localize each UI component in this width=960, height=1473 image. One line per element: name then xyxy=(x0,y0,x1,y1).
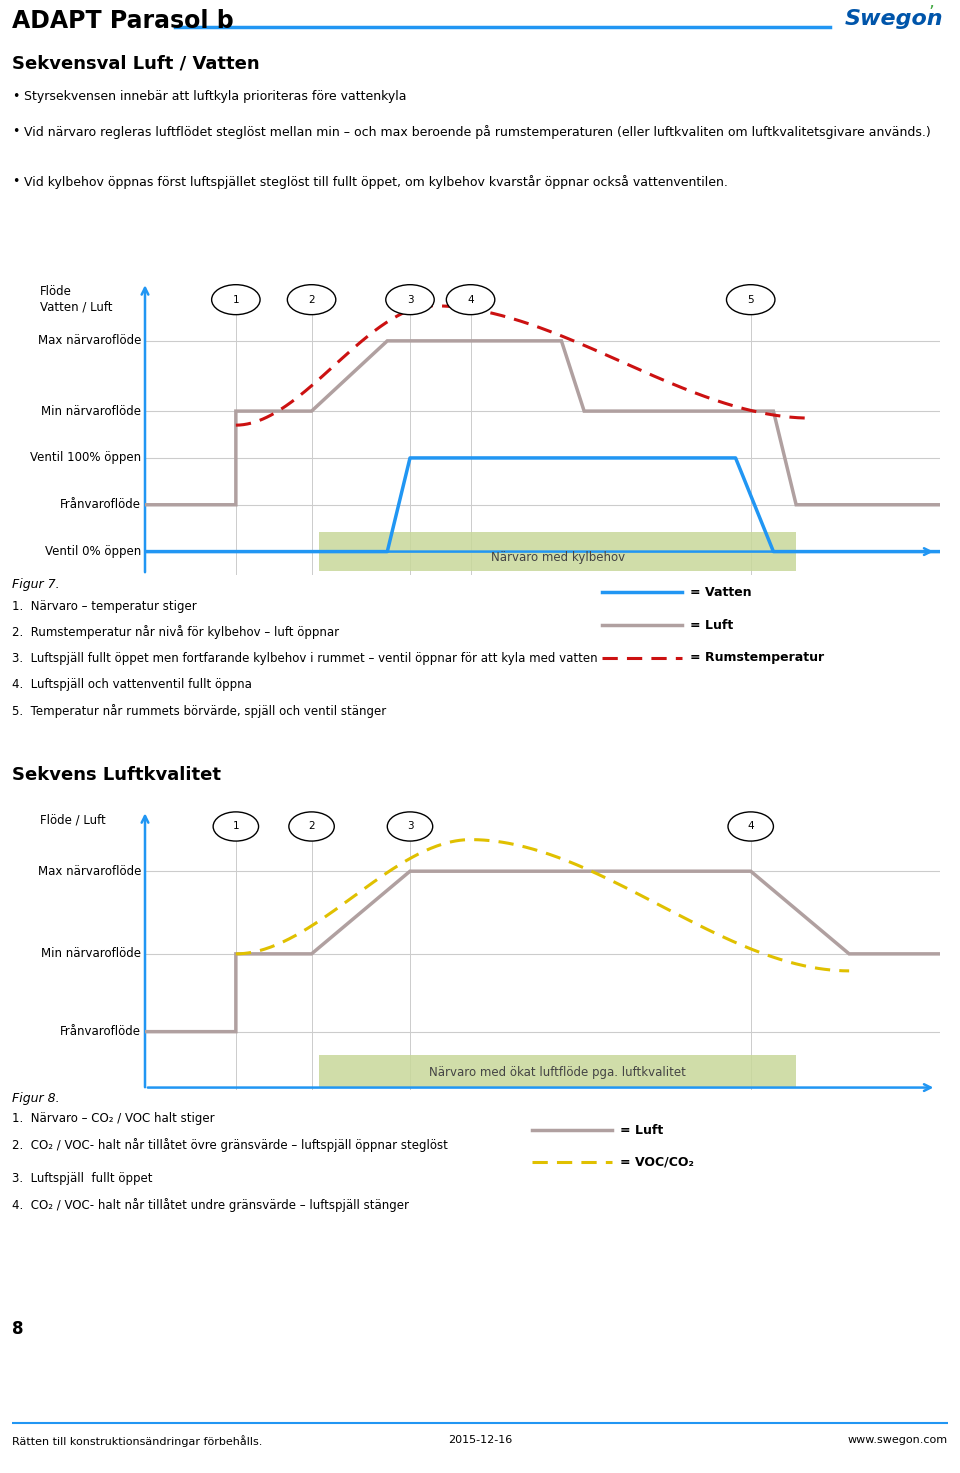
Text: 3: 3 xyxy=(407,822,414,831)
Text: 2: 2 xyxy=(308,295,315,305)
Text: Ventil 0% öppen: Ventil 0% öppen xyxy=(45,545,141,558)
Text: Max närvaroflöde: Max närvaroflöde xyxy=(37,865,141,878)
Text: Figur 7.: Figur 7. xyxy=(12,577,60,591)
Text: 4.  Luftspjäll och vattenventil fullt öppna: 4. Luftspjäll och vattenventil fullt öpp… xyxy=(12,678,252,691)
Text: = Luft: = Luft xyxy=(690,619,733,632)
Text: Rätten till konstruktionsändringar förbehålls.: Rätten till konstruktionsändringar förbe… xyxy=(12,1435,262,1446)
Text: www.swegon.com: www.swegon.com xyxy=(848,1435,948,1445)
Text: 4: 4 xyxy=(748,822,754,831)
Text: Sekvensval Luft / Vatten: Sekvensval Luft / Vatten xyxy=(12,55,259,74)
Text: Sekvens Luftkvalitet: Sekvens Luftkvalitet xyxy=(12,766,221,784)
Text: 1: 1 xyxy=(232,295,239,305)
Text: 2015-12-16: 2015-12-16 xyxy=(448,1435,512,1445)
Circle shape xyxy=(386,284,434,315)
Circle shape xyxy=(289,812,334,841)
Text: Min närvaroflöde: Min närvaroflöde xyxy=(41,405,141,418)
Text: Swegon: Swegon xyxy=(845,9,944,29)
Circle shape xyxy=(287,284,336,315)
Text: Min närvaroflöde: Min närvaroflöde xyxy=(41,947,141,960)
Text: 2.  Rumstemperatur når nivå för kylbehov – luft öppnar: 2. Rumstemperatur når nivå för kylbehov … xyxy=(12,625,339,639)
Text: Ventil 100% öppen: Ventil 100% öppen xyxy=(30,451,141,464)
Text: = Luft: = Luft xyxy=(620,1124,663,1137)
Text: Flöde / Luft: Flöde / Luft xyxy=(40,813,106,826)
Text: Frånvaroflöde: Frånvaroflöde xyxy=(60,498,141,511)
Bar xyxy=(319,1055,796,1087)
Text: 1.  Närvaro – temperatur stiger: 1. Närvaro – temperatur stiger xyxy=(12,600,197,613)
Text: 3.  Luftspjäll fullt öppet men fortfarande kylbehov i rummet – ventil öppnar för: 3. Luftspjäll fullt öppet men fortfarand… xyxy=(12,653,598,664)
Text: Styrsekvensen innebär att luftkyla prioriteras före vattenkyla: Styrsekvensen innebär att luftkyla prior… xyxy=(24,90,406,103)
Bar xyxy=(319,532,796,572)
Text: 5.  Temperatur når rummets börvärde, spjäll och ventil stänger: 5. Temperatur når rummets börvärde, spjä… xyxy=(12,704,386,717)
Text: 3.  Luftspjäll  fullt öppet: 3. Luftspjäll fullt öppet xyxy=(12,1173,153,1184)
Circle shape xyxy=(387,812,433,841)
Text: ADAPT Parasol b: ADAPT Parasol b xyxy=(12,9,233,32)
Text: 2: 2 xyxy=(308,822,315,831)
Text: 4: 4 xyxy=(468,295,474,305)
Text: 5: 5 xyxy=(748,295,754,305)
Text: Frånvaroflöde: Frånvaroflöde xyxy=(60,1025,141,1038)
Circle shape xyxy=(211,284,260,315)
Text: Vid närvaro regleras luftflödet steglöst mellan min – och max beroende på rumste: Vid närvaro regleras luftflödet steglöst… xyxy=(24,125,931,138)
Text: = Rumstemperatur: = Rumstemperatur xyxy=(690,651,824,664)
Text: Vid kylbehov öppnas först luftspjället steglöst till fullt öppet, om kylbehov kv: Vid kylbehov öppnas först luftspjället s… xyxy=(24,175,728,189)
Text: Närvaro med ökat luftflöde pga. luftkvalitet: Närvaro med ökat luftflöde pga. luftkval… xyxy=(429,1066,686,1080)
Circle shape xyxy=(446,284,494,315)
Text: Närvaro med kylbehov: Närvaro med kylbehov xyxy=(491,551,625,564)
Text: ’: ’ xyxy=(928,4,934,22)
Text: 2.  CO₂ / VOC- halt når tillåtet övre gränsvärde – luftspjäll öppnar steglöst: 2. CO₂ / VOC- halt når tillåtet övre grä… xyxy=(12,1139,448,1152)
Circle shape xyxy=(213,812,258,841)
Text: 1.  Närvaro – CO₂ / VOC halt stiger: 1. Närvaro – CO₂ / VOC halt stiger xyxy=(12,1112,215,1125)
Text: Figur 8.: Figur 8. xyxy=(12,1091,60,1105)
Text: Flöde: Flöde xyxy=(40,286,72,298)
Text: •: • xyxy=(12,125,19,138)
Text: Vatten / Luft: Vatten / Luft xyxy=(40,300,112,314)
Text: 1: 1 xyxy=(232,822,239,831)
Circle shape xyxy=(728,812,774,841)
Text: 3: 3 xyxy=(407,295,414,305)
Text: •: • xyxy=(12,90,19,103)
Text: = Vatten: = Vatten xyxy=(690,585,752,598)
Circle shape xyxy=(727,284,775,315)
Text: 8: 8 xyxy=(12,1320,23,1337)
Text: 4.  CO₂ / VOC- halt når tillåtet undre gränsvärde – luftspjäll stänger: 4. CO₂ / VOC- halt når tillåtet undre gr… xyxy=(12,1198,409,1212)
Text: Max närvaroflöde: Max närvaroflöde xyxy=(37,334,141,348)
Text: = VOC/CO₂: = VOC/CO₂ xyxy=(620,1155,694,1168)
Text: •: • xyxy=(12,175,19,189)
